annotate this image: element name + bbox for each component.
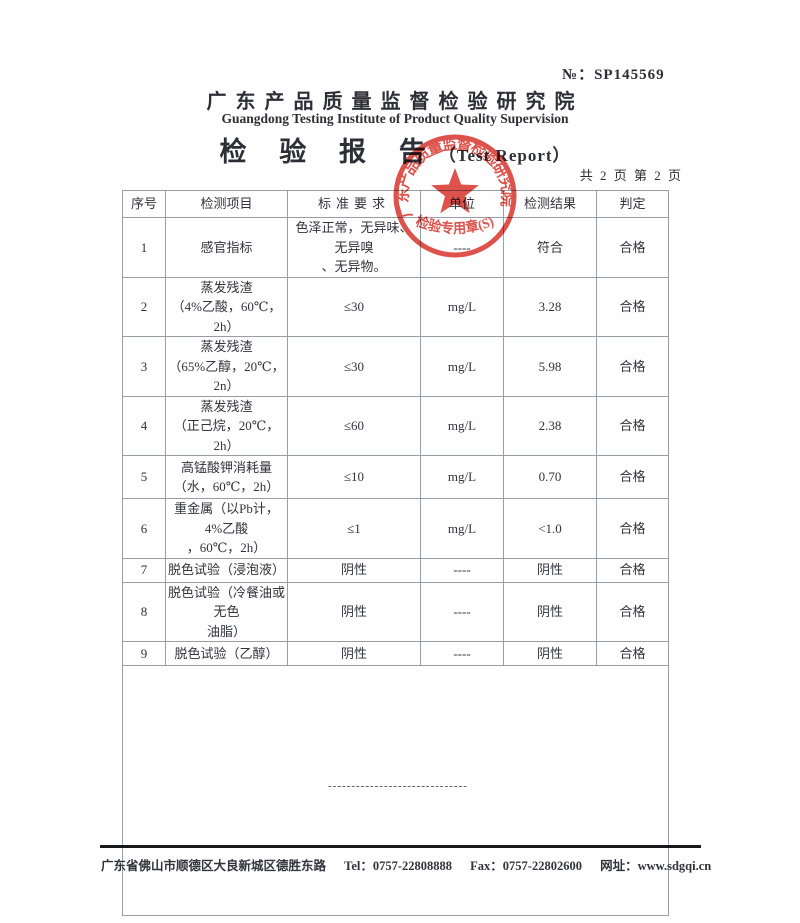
table-row: 9 脱色试验（乙醇） 阴性 ---- 阴性 合格 — [122, 641, 669, 666]
table-row: 2 蒸发残渣 （4%乙酸，60℃，2h） ≤30 mg/L 3.28 合格 — [122, 276, 669, 337]
cell-result: 阴性 — [503, 557, 597, 583]
institute-name-cn: 广东产品质量监督检验研究院 — [206, 91, 584, 113]
footer-website: 网址：www.sdgqi.cn — [600, 859, 712, 873]
cell-result: 符合 — [503, 217, 597, 278]
cell-item: 蒸发残渣 （4%乙酸，60℃，2h） — [165, 276, 288, 337]
cell-requirement: 阴性 — [287, 641, 421, 666]
cell-no: 6 — [122, 498, 166, 559]
header-verdict: 判定 — [596, 190, 669, 218]
cell-unit: ---- — [420, 641, 504, 666]
report-title: 检 验 报 告（Test Report） — [95, 130, 695, 169]
report-title-en: （Test Report） — [438, 146, 571, 165]
cell-no: 8 — [122, 581, 166, 642]
cell-requirement: ≤30 — [287, 276, 421, 337]
cell-unit: mg/L — [420, 498, 504, 559]
cell-verdict: 合格 — [596, 581, 669, 642]
table-row: 7 脱色试验（浸泡液） 阴性 ---- 阴性 合格 — [122, 557, 669, 583]
page-count: 共 2 页 第 2 页 — [579, 168, 683, 183]
cell-result: 5.98 — [503, 336, 597, 397]
cell-requirement: ≤30 — [287, 336, 421, 397]
table-row: 3 蒸发残渣 （65%乙醇，20℃，2n） ≤30 mg/L 5.98 合格 — [122, 336, 669, 397]
end-of-data-dashes: ------------------------------ — [328, 780, 468, 792]
cell-verdict: 合格 — [596, 455, 669, 499]
cell-verdict: 合格 — [596, 641, 669, 666]
cell-requirement: ≤60 — [287, 395, 421, 456]
cell-no: 1 — [122, 217, 166, 278]
cell-requirement: ≤1 — [287, 498, 421, 559]
serial-number: SP145569 — [594, 67, 665, 83]
cell-item: 蒸发残渣 （正己烷，20℃，2h） — [165, 395, 288, 456]
cell-unit: ---- — [420, 581, 504, 642]
empty-row: ------------------------------ — [122, 665, 669, 916]
serial-label: №： — [562, 67, 595, 83]
cell-requirement: 阴性 — [287, 581, 421, 642]
cell-unit: mg/L — [420, 336, 504, 397]
header-no: 序号 — [122, 190, 166, 218]
table-row: 5 高锰酸钾消耗量 （水，60℃，2h） ≤10 mg/L 0.70 合格 — [122, 455, 669, 499]
footer-divider — [100, 845, 701, 848]
cell-verdict: 合格 — [596, 557, 669, 583]
table-row: 1 感官指标 色泽正常，无异味、无异嗅 、无异物。 ---- 符合 合格 — [122, 217, 669, 278]
cell-requirement: ≤10 — [287, 455, 421, 499]
cell-result: 阴性 — [503, 641, 597, 666]
results-table: 序号 检测项目 标准要求 单位 检测结果 判定 1 感官指标 色泽正常，无异味、无异… — [122, 190, 669, 916]
cell-result: 3.28 — [503, 276, 597, 337]
table-row: 6 重金属（以Pb计，4%乙酸 ，60℃，2h） ≤1 mg/L <1.0 合格 — [122, 498, 669, 559]
cell-item: 脱色试验（冷餐油或无色 油脂） — [165, 581, 288, 642]
cell-no: 7 — [122, 557, 166, 583]
cell-item: 感官指标 — [165, 217, 288, 278]
table-row: 8 脱色试验（冷餐油或无色 油脂） 阴性 ---- 阴性 合格 — [122, 581, 669, 642]
footer-fax: Fax：0757-22802600 — [470, 859, 582, 873]
cell-no: 3 — [122, 336, 166, 397]
cell-no: 9 — [122, 641, 166, 666]
cell-unit: mg/L — [420, 395, 504, 456]
cell-unit: mg/L — [420, 276, 504, 337]
results-table-body: 1 感官指标 色泽正常，无异味、无异嗅 、无异物。 ---- 符合 合格 2 蒸发残渣 （4%乙酸… — [122, 217, 669, 666]
header-unit: 单位 — [420, 190, 504, 218]
cell-unit: ---- — [420, 557, 504, 583]
cell-verdict: 合格 — [596, 217, 669, 278]
cell-unit: mg/L — [420, 455, 504, 499]
header-item: 检测项目 — [165, 190, 288, 218]
cell-requirement: 阴性 — [287, 557, 421, 583]
cell-item: 重金属（以Pb计，4%乙酸 ，60℃，2h） — [165, 498, 288, 559]
table-header-row: 序号 检测项目 标准要求 单位 检测结果 判定 — [122, 190, 669, 218]
cell-item: 蒸发残渣 （65%乙醇，20℃，2n） — [165, 336, 288, 397]
cell-no: 4 — [122, 395, 166, 456]
cell-unit: ---- — [420, 217, 504, 278]
cell-result: 阴性 — [503, 581, 597, 642]
cell-no: 2 — [122, 276, 166, 337]
footer-tel: Tel：0757-22808888 — [344, 859, 453, 873]
cell-verdict: 合格 — [596, 336, 669, 397]
empty-area: ------------------------------ — [122, 665, 669, 916]
report-title-cn: 检 验 报 告 — [219, 137, 439, 167]
cell-result: 0.70 — [503, 455, 597, 499]
report-serial: №：SP145569 — [562, 63, 665, 84]
cell-verdict: 合格 — [596, 276, 669, 337]
header-requirement: 标准要求 — [287, 190, 421, 218]
table-row: 4 蒸发残渣 （正己烷，20℃，2h） ≤60 mg/L 2.38 合格 — [122, 395, 669, 456]
cell-result: 2.38 — [503, 395, 597, 456]
cell-item: 高锰酸钾消耗量 （水，60℃，2h） — [165, 455, 288, 499]
institute-name-en: Guangdong Testing Institute of Product Q… — [221, 111, 569, 126]
cell-no: 5 — [122, 455, 166, 499]
cell-result: <1.0 — [503, 498, 597, 559]
header-result: 检测结果 — [503, 190, 597, 218]
cell-verdict: 合格 — [596, 498, 669, 559]
footer-address: 广东省佛山市顺德区大良新城区德胜东路 — [101, 859, 327, 873]
cell-item: 脱色试验（浸泡液） — [165, 557, 288, 583]
cell-verdict: 合格 — [596, 395, 669, 456]
footer: 广东省佛山市顺德区大良新城区德胜东路 Tel：0757-22808888 Fax… — [101, 855, 761, 874]
cell-item: 脱色试验（乙醇） — [165, 641, 288, 666]
cell-requirement: 色泽正常，无异味、无异嗅 、无异物。 — [287, 217, 421, 278]
